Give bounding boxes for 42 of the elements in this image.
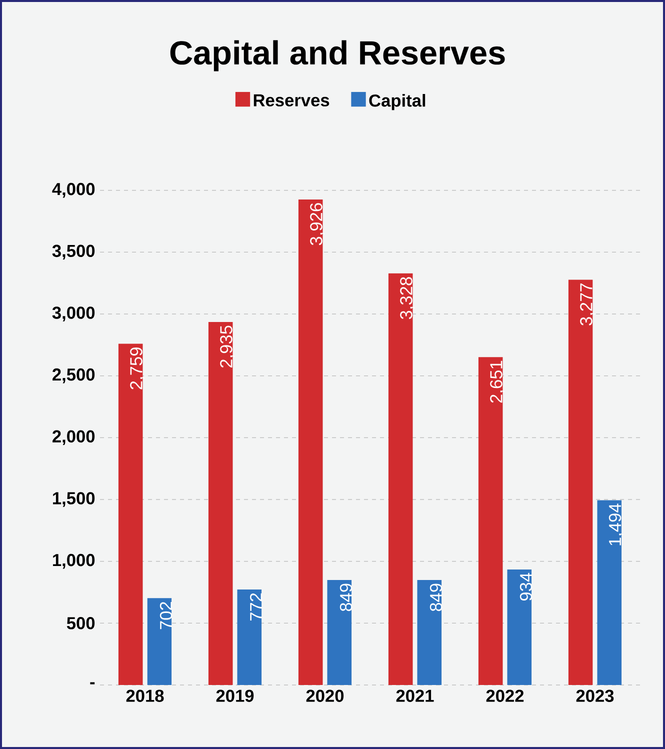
data-label: 934 — [520, 572, 532, 601]
bar — [298, 199, 323, 685]
y-tick-label: - — [90, 682, 95, 684]
bar — [327, 580, 352, 685]
y-tick-label: 4,000 — [52, 182, 95, 198]
chart-title: Capital and Reserves — [170, 40, 505, 72]
y-tick-label: 3,000 — [52, 306, 95, 322]
data-label: 2,651 — [490, 360, 504, 403]
y-tick-label: 500 — [66, 617, 95, 630]
x-tick-label: 2023 — [576, 690, 614, 702]
y-tick-label: 2,000 — [52, 430, 95, 446]
data-label: 849 — [340, 584, 352, 612]
x-tick-label: 2018 — [126, 690, 164, 702]
data-label: 2,759 — [130, 348, 144, 390]
data-label: 702 — [160, 602, 172, 630]
data-label: 1,494 — [608, 504, 624, 546]
bar — [597, 500, 622, 685]
legend-label: Capital — [369, 94, 426, 110]
y-tick-label: 1,500 — [53, 492, 95, 507]
data-label: 772 — [250, 593, 262, 620]
data-label: 849 — [430, 584, 442, 612]
y-tick-label: 3,500 — [52, 244, 95, 260]
bar — [147, 598, 172, 685]
bar — [417, 580, 442, 685]
y-tick-label: 2,500 — [52, 368, 95, 384]
x-tick-label: 2021 — [396, 690, 434, 702]
x-tick-label: 2022 — [486, 690, 524, 702]
y-tick-label: 1,000 — [53, 554, 95, 569]
data-label: 3,277 — [580, 284, 594, 326]
bar — [237, 590, 262, 685]
bar — [507, 569, 532, 685]
bar — [208, 322, 233, 685]
bar — [388, 273, 413, 685]
x-tick-label: 2019 — [216, 690, 254, 702]
bar — [478, 357, 503, 685]
legend-label: Reserves — [254, 94, 330, 106]
data-label: 3,926 — [310, 203, 324, 246]
data-label: 3,328 — [400, 277, 414, 320]
x-tick-label: 2020 — [306, 690, 344, 702]
data-label: 2,935 — [220, 326, 234, 368]
bar — [568, 280, 593, 685]
bar — [118, 344, 143, 685]
